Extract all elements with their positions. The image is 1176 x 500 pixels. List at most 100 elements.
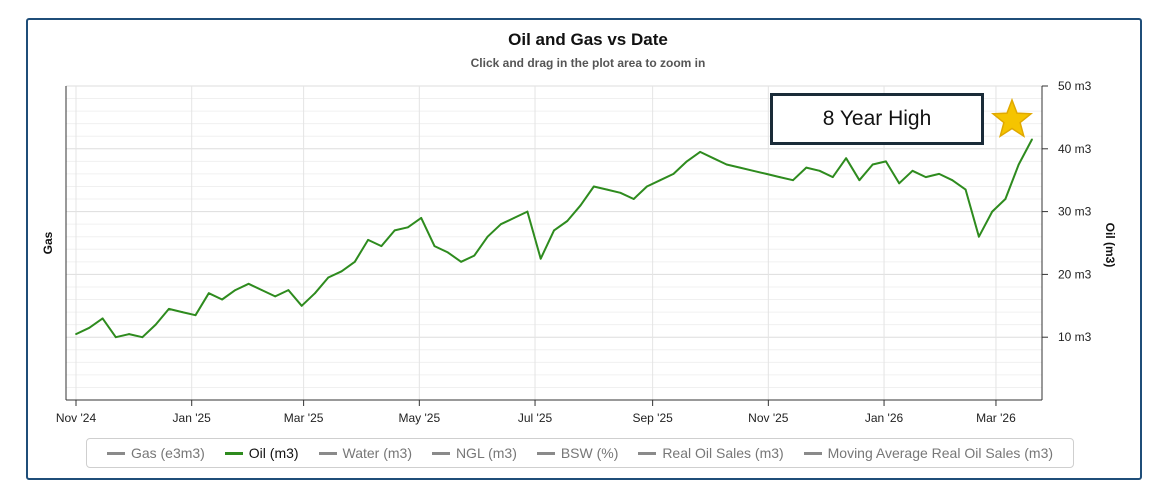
oil-data-point — [831, 176, 834, 178]
oil-data-point — [486, 235, 489, 238]
x-tick-label: Mar '25 — [284, 411, 324, 425]
oil-data-point — [845, 157, 848, 160]
oil-data-point — [792, 179, 794, 182]
oil-data-point — [752, 169, 755, 172]
oil-data-point — [141, 336, 144, 339]
legend-item[interactable]: Gas (e3m3) — [106, 445, 205, 461]
oil-data-point — [805, 166, 808, 169]
oil-data-point — [101, 317, 104, 320]
legend-swatch — [536, 451, 555, 455]
oil-data-point — [207, 292, 210, 295]
y-tick-label: 40 m3 — [1058, 142, 1092, 156]
legend-label: NGL (m3) — [455, 445, 517, 461]
oil-data-point — [712, 157, 715, 160]
oil-data-point — [433, 245, 436, 248]
y-tick-label: 50 m3 — [1058, 79, 1092, 93]
oil-data-point — [991, 210, 994, 213]
oil-data-point — [274, 295, 277, 298]
oil-data-point — [287, 289, 290, 291]
legend-item[interactable]: BSW (%) — [536, 445, 618, 461]
legend-swatch — [318, 451, 337, 455]
chart-subtitle: Click and drag in the plot area to zoom … — [470, 56, 706, 70]
oil-data-point — [75, 333, 77, 335]
oil-data-point — [168, 308, 170, 310]
oil-data-point — [420, 216, 423, 219]
oil-data-point — [818, 169, 821, 172]
legend-item[interactable]: Water (m3) — [318, 445, 412, 461]
eight-year-high-callout: 8 Year High — [770, 93, 984, 145]
oil-data-point — [1031, 138, 1033, 141]
oil-data-point — [114, 336, 117, 339]
oil-data-point — [499, 223, 502, 226]
oil-data-point — [460, 260, 462, 263]
oil-data-point — [1017, 163, 1020, 166]
legend-swatch — [638, 451, 657, 455]
legend-label: Water (m3) — [342, 445, 412, 461]
oil-data-point — [234, 289, 237, 291]
legend-swatch — [224, 451, 243, 455]
oil-data-point — [327, 276, 330, 279]
chart-title: Oil and Gas vs Date — [508, 30, 668, 49]
oil-data-point — [951, 179, 954, 182]
oil-data-point — [539, 257, 542, 260]
legend-item[interactable]: Moving Average Real Oil Sales (m3) — [803, 445, 1054, 461]
star-icon — [990, 97, 1034, 138]
oil-data-point — [553, 229, 555, 232]
oil-data-point — [632, 198, 635, 200]
oil-data-point — [526, 210, 529, 213]
oil-data-point — [340, 270, 343, 273]
oil-data-point — [300, 304, 303, 307]
oil-data-point — [606, 188, 609, 191]
oil-data-point — [699, 151, 701, 153]
x-tick-label: Jan '25 — [173, 411, 212, 425]
oil-data-point — [367, 238, 370, 241]
x-tick-label: Jan '26 — [865, 411, 904, 425]
oil-data-point — [885, 160, 887, 163]
oil-data-point — [128, 333, 131, 335]
x-tick-label: Nov '25 — [748, 411, 789, 425]
oil-data-point — [659, 179, 662, 182]
oil-data-point — [592, 185, 595, 188]
oil-data-point — [977, 235, 980, 238]
oil-data-point — [1004, 198, 1007, 200]
legend-label: Real Oil Sales (m3) — [662, 445, 784, 461]
y-axis-right-title: Oil (m3) — [1103, 223, 1117, 268]
x-tick-label: May '25 — [398, 411, 440, 425]
legend-item[interactable]: Oil (m3) — [224, 445, 299, 461]
legend-label: Oil (m3) — [248, 445, 299, 461]
legend-label: Gas (e3m3) — [130, 445, 205, 461]
oil-data-point — [924, 176, 927, 178]
oil-data-point — [646, 185, 648, 188]
oil-data-point — [778, 176, 781, 178]
y-tick-label: 10 m3 — [1058, 330, 1092, 344]
oil-data-point — [88, 326, 91, 329]
legend-swatch — [803, 451, 822, 455]
chart-legend: Gas (e3m3) Oil (m3) Water (m3) NGL (m3) BSW … — [86, 438, 1074, 468]
y-tick-label: 30 m3 — [1058, 205, 1092, 219]
legend-item[interactable]: Real Oil Sales (m3) — [638, 445, 784, 461]
legend-label: Moving Average Real Oil Sales (m3) — [827, 445, 1054, 461]
x-tick-label: Nov '24 — [56, 411, 97, 425]
y-tick-label: 20 m3 — [1058, 267, 1092, 281]
oil-data-point — [619, 191, 622, 194]
oil-data-point — [672, 173, 675, 175]
legend-swatch — [106, 451, 125, 455]
oil-data-point — [513, 216, 516, 219]
oil-data-point — [221, 298, 223, 301]
oil-data-point — [353, 260, 356, 263]
legend-item[interactable]: NGL (m3) — [431, 445, 517, 461]
y-axis-left-title: Gas — [41, 231, 55, 254]
oil-data-point — [314, 292, 316, 295]
oil-data-point — [964, 188, 967, 191]
oil-data-point — [181, 311, 184, 313]
oil-data-point — [725, 163, 728, 166]
legend-swatch — [431, 451, 450, 455]
oil-data-point — [407, 226, 409, 229]
oil-data-point — [247, 282, 250, 285]
oil-data-point — [938, 173, 940, 175]
oil-data-point — [898, 182, 901, 185]
oil-data-point — [579, 204, 582, 207]
oil-data-point — [566, 220, 569, 222]
oil-data-point — [858, 179, 861, 182]
